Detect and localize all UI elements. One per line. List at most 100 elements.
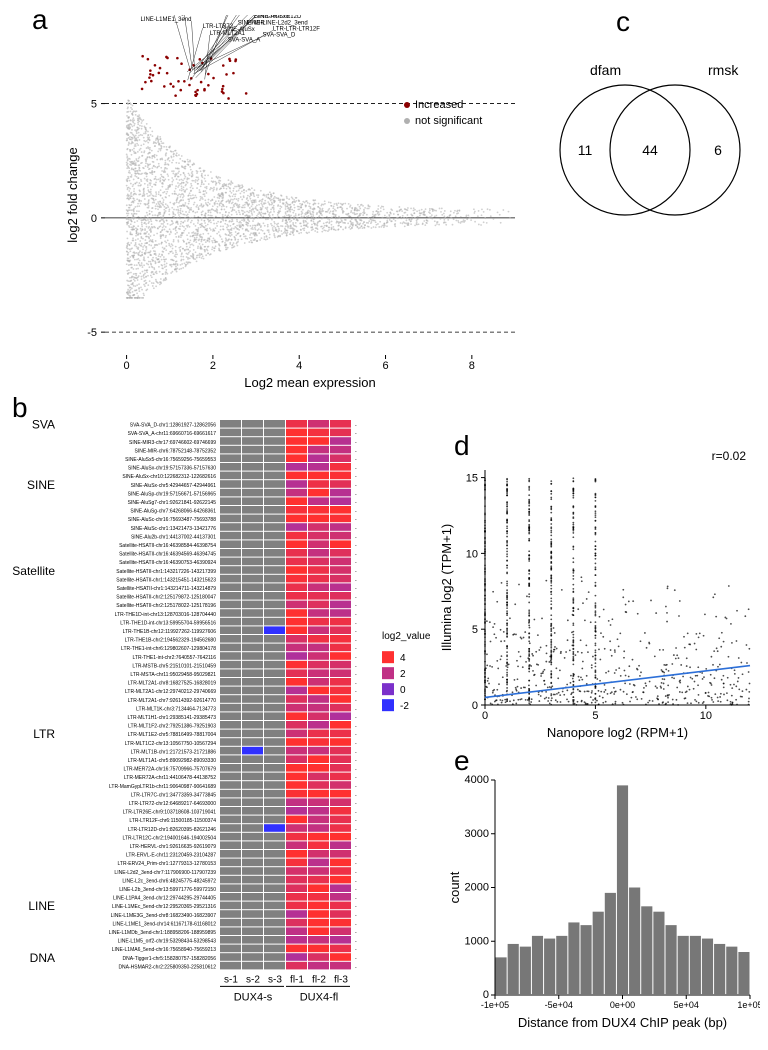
svg-text:-: - (355, 861, 357, 867)
svg-text:DUX4-s: DUX4-s (234, 991, 273, 1003)
svg-text:LTR-ERVL-E-chr11:23120459-2310: LTR-ERVL-E-chr11:23120459-23104287 (126, 853, 216, 859)
svg-text:-5: -5 (87, 327, 97, 339)
svg-text:10: 10 (466, 548, 478, 560)
svg-text:-: - (355, 835, 357, 841)
svg-text:8: 8 (469, 360, 475, 372)
svg-text:-: - (355, 500, 357, 506)
svg-text:-: - (355, 655, 357, 661)
svg-text:LINE-L2d2_3end-chr7:117906900-: LINE-L2d2_3end-chr7:117906900-117907239 (114, 870, 216, 876)
svg-text:DNA: DNA (30, 951, 55, 965)
svg-text:SVA: SVA (32, 418, 55, 432)
svg-text:-: - (355, 732, 357, 738)
svg-text:-: - (355, 586, 357, 592)
svg-text:-: - (355, 758, 357, 764)
svg-text:-: - (355, 595, 357, 601)
svg-text:not significant: not significant (415, 115, 482, 127)
svg-text:Illumina log2 (TPM+1): Illumina log2 (TPM+1) (439, 524, 454, 652)
svg-text:LTR-LTR-LTR12F: LTR-LTR-LTR12F (273, 26, 320, 32)
venn-diagram: dfamrmsk11446 (530, 20, 760, 240)
svg-text:5: 5 (91, 99, 97, 111)
svg-text:-: - (355, 801, 357, 807)
svg-text:-: - (355, 878, 357, 884)
svg-text:LINE-L1MEc_5end-chr12:29520365: LINE-L1MEc_5end-chr12:29520365-29521316 (112, 904, 216, 910)
svg-text:Satellite-HSATII-chr2:12517987: Satellite-HSATII-chr2:125179872-12518004… (116, 595, 216, 601)
svg-text:SINE-AluSg7-chr1:92621841-9262: SINE-AluSg7-chr1:92621841-92622145 (128, 500, 217, 506)
ma-plot: 02468-505Log2 mean expressionlog2 fold c… (55, 15, 525, 395)
svg-text:LINE-L1MA6_5end-chr16:75658940: LINE-L1MA6_5end-chr16:75658940-75659213 (112, 947, 216, 953)
svg-text:-: - (355, 870, 357, 876)
svg-text:-: - (355, 947, 357, 953)
svg-text:-: - (355, 457, 357, 463)
svg-text:-: - (355, 517, 357, 523)
svg-text:-: - (355, 681, 357, 687)
svg-text:rmsk: rmsk (708, 62, 739, 78)
svg-text:5: 5 (592, 710, 598, 722)
svg-text:-: - (355, 921, 357, 927)
svg-text:LINE-L2b_3end-chr13:59971776-5: LINE-L2b_3end-chr13:59971776-59972150 (119, 887, 216, 893)
svg-text:LINE-L1MDb_3end-chr1:188958206: LINE-L1MDb_3end-chr1:188958206-188959895 (109, 930, 217, 936)
svg-text:LTR-LTR12C-chr2:194001646-1940: LTR-LTR12C-chr2:194001646-194002504 (123, 835, 217, 841)
svg-text:SINE-AluSc-chr16:75693487-7569: SINE-AluSc-chr16:75693487-75693788 (128, 517, 216, 523)
svg-text:LTR-MSTA-chr11:95029458-950298: LTR-MSTA-chr11:95029458-95029821 (130, 672, 216, 678)
svg-text:-: - (355, 810, 357, 816)
svg-text:Increased: Increased (415, 99, 463, 111)
svg-text:fl-1: fl-1 (290, 974, 304, 985)
svg-text:LTR: LTR (33, 727, 55, 741)
svg-text:-: - (355, 423, 357, 429)
svg-text:LTR-MLT1E2-chr5:78816499-78817: LTR-MLT1E2-chr5:78816499-78817004 (128, 732, 216, 738)
svg-text:LTR-THE1D-int-chr13:128703016-: LTR-THE1D-int-chr13:128703016-128704440 (115, 612, 217, 618)
svg-text:0: 0 (91, 213, 97, 225)
svg-text:-: - (355, 483, 357, 489)
svg-text:Log2 mean expression: Log2 mean expression (244, 375, 376, 390)
svg-text:-: - (355, 543, 357, 549)
svg-text:SINE: SINE (27, 478, 55, 492)
svg-text:s-3: s-3 (268, 974, 282, 985)
svg-text:-: - (355, 827, 357, 833)
svg-text:LTR-MLT1C2-chr13:10567750-1056: LTR-MLT1C2-chr13:10567750-10567294 (125, 741, 216, 747)
svg-text:-: - (355, 964, 357, 970)
svg-text:LTR-LTR-LTR12D: LTR-LTR-LTR12D (254, 15, 302, 20)
svg-text:LTR-LTR72-chr12:64689217-64693: LTR-LTR72-chr12:64689217-64693000 (129, 801, 216, 807)
svg-text:-: - (355, 629, 357, 635)
svg-text:44: 44 (642, 142, 658, 158)
svg-text:-: - (355, 689, 357, 695)
svg-text:-: - (355, 792, 357, 798)
svg-text:DUX4-fl: DUX4-fl (300, 991, 339, 1003)
svg-text:-: - (355, 715, 357, 721)
svg-text:fl-3: fl-3 (334, 974, 348, 985)
svg-text:SINE-Alu2b-chr1:44137002-44137: SINE-Alu2b-chr1:44137002-44137301 (131, 534, 216, 540)
svg-text:SVA-SVA_A-chr11:69660716-69661: SVA-SVA_A-chr11:69660716-69661617 (128, 431, 217, 437)
svg-text:-: - (355, 887, 357, 893)
svg-text:4: 4 (400, 653, 406, 664)
svg-text:0: 0 (482, 710, 488, 722)
svg-text:-: - (355, 939, 357, 945)
svg-text:-: - (355, 724, 357, 730)
svg-text:Satellite-HSATII-chr2:12517802: Satellite-HSATII-chr2:125178022-12517819… (116, 603, 216, 609)
panel-a-label: a (32, 4, 48, 36)
svg-text:log2 fold change: log2 fold change (65, 147, 80, 242)
svg-text:LTR-MLT1K-chr3:7134464-7134773: LTR-MLT1K-chr3:7134464-7134773 (136, 706, 216, 712)
svg-text:2: 2 (210, 360, 216, 372)
svg-text:-: - (355, 741, 357, 747)
svg-text:-: - (355, 491, 357, 497)
svg-text:s-1: s-1 (224, 974, 238, 985)
svg-text:0: 0 (472, 700, 478, 712)
svg-text:LTR-LTR7C-chr1:34773359-347738: LTR-LTR7C-chr1:34773359-34773845 (131, 792, 216, 798)
svg-text:LTR-LTR26E-chr9:103718608-1037: LTR-LTR26E-chr9:103718608-103719041 (123, 810, 216, 816)
svg-text:SVA-SVA_A: SVA-SVA_A (228, 38, 260, 44)
svg-text:LTR-MLT2A1-chr12:29740212-2974: LTR-MLT2A1-chr12:29740212-29740669 (125, 689, 216, 695)
svg-text:LTR-MLT1F2-chr2:79251386-79251: LTR-MLT1F2-chr2:79251386-79251903 (128, 724, 216, 730)
svg-text:11: 11 (578, 142, 593, 158)
svg-text:-: - (355, 466, 357, 472)
svg-text:LINE-L1ME3G_3end-chr8:16823490: LINE-L1ME3G_3end-chr8:16823490-16823907 (111, 913, 217, 919)
svg-text:-: - (355, 663, 357, 669)
svg-text:SVA-SVA_D-chr1:12861927-128620: SVA-SVA_D-chr1:12861927-12862056 (130, 423, 216, 429)
svg-text:SINE-MIR3-chr17:69746602-69746: SINE-MIR3-chr17:69746602-69746699 (129, 440, 216, 446)
svg-text:Satellite-HSATII-chr1:14321545: Satellite-HSATII-chr1:143215451-14321562… (116, 577, 216, 583)
svg-text:-: - (355, 767, 357, 773)
svg-text:-: - (355, 431, 357, 437)
svg-text:-: - (355, 612, 357, 618)
svg-text:-: - (355, 440, 357, 446)
svg-text:DNA-HSMAR2-chr2:225809350-2258: DNA-HSMAR2-chr2:225809350-225810612 (118, 964, 216, 970)
svg-text:DNA-Tigger1-chr5:158280757-158: DNA-Tigger1-chr5:158280757-158282056 (123, 956, 217, 962)
